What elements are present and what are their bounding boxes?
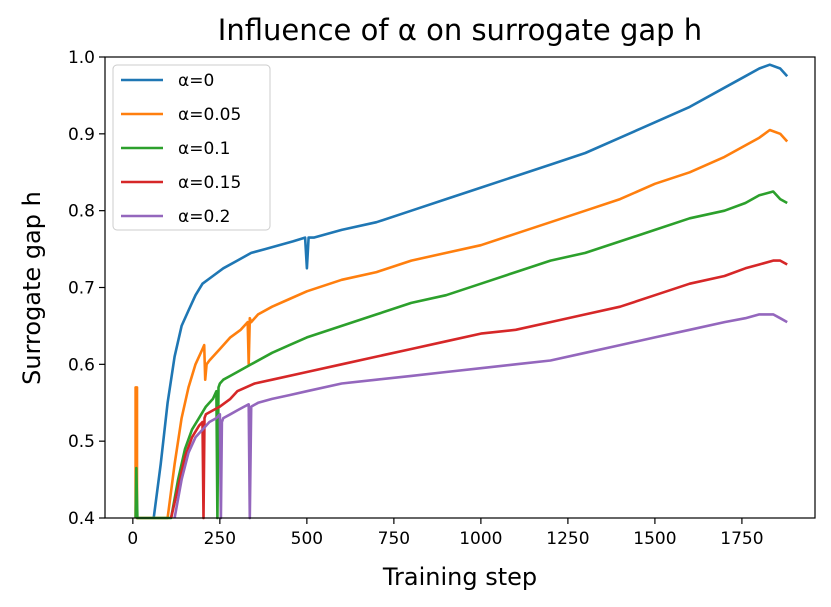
plot-frame <box>104 56 816 519</box>
x-tick-label: 1250 <box>546 529 589 549</box>
y-tick-label: 0.4 <box>68 509 95 529</box>
x-axis-ticks: 0 250 500 750 1000 1250 1500 1750 <box>127 518 764 549</box>
y-tick-label: 0.9 <box>68 125 95 145</box>
x-tick-label: 750 <box>378 529 410 549</box>
x-tick-label: 500 <box>291 529 323 549</box>
legend-label-2: α=0.1 <box>178 139 231 159</box>
y-tick-label: 0.7 <box>68 279 95 299</box>
y-axis-ticks: 0.4 0.5 0.6 0.7 0.8 0.9 1.0 <box>68 48 105 529</box>
x-tick-label: 1750 <box>720 529 763 549</box>
plot-lines <box>134 63 789 520</box>
legend-items: α=0 α=0.05 α=0.1 α=0.15 α=0.2 <box>121 71 241 227</box>
legend-label-4: α=0.2 <box>178 207 231 227</box>
chart-title: Influence of α on surrogate gap h <box>218 13 702 47</box>
series-line-4 <box>173 313 788 520</box>
series-line-3 <box>169 259 788 520</box>
legend-label-0: α=0 <box>178 71 214 91</box>
legend-box <box>112 64 271 231</box>
legend-label-1: α=0.05 <box>178 105 241 125</box>
legend-label-3: α=0.15 <box>178 173 241 193</box>
y-tick-label: 1.0 <box>68 48 95 68</box>
y-tick-label: 0.6 <box>68 355 95 375</box>
x-axis-label: Training step <box>382 563 537 591</box>
x-tick-label: 0 <box>127 529 138 549</box>
y-tick-label: 0.5 <box>68 432 95 452</box>
y-tick-label: 0.8 <box>68 202 95 222</box>
x-tick-label: 250 <box>204 529 236 549</box>
x-tick-label: 1000 <box>459 529 502 549</box>
series-line-0 <box>152 63 789 519</box>
y-axis-label: Surrogate gap h <box>18 191 46 385</box>
x-tick-label: 1500 <box>633 529 676 549</box>
series-line-1 <box>134 128 789 520</box>
series-line-2 <box>134 190 788 520</box>
legend: α=0 α=0.05 α=0.1 α=0.15 α=0.2 <box>112 64 271 231</box>
